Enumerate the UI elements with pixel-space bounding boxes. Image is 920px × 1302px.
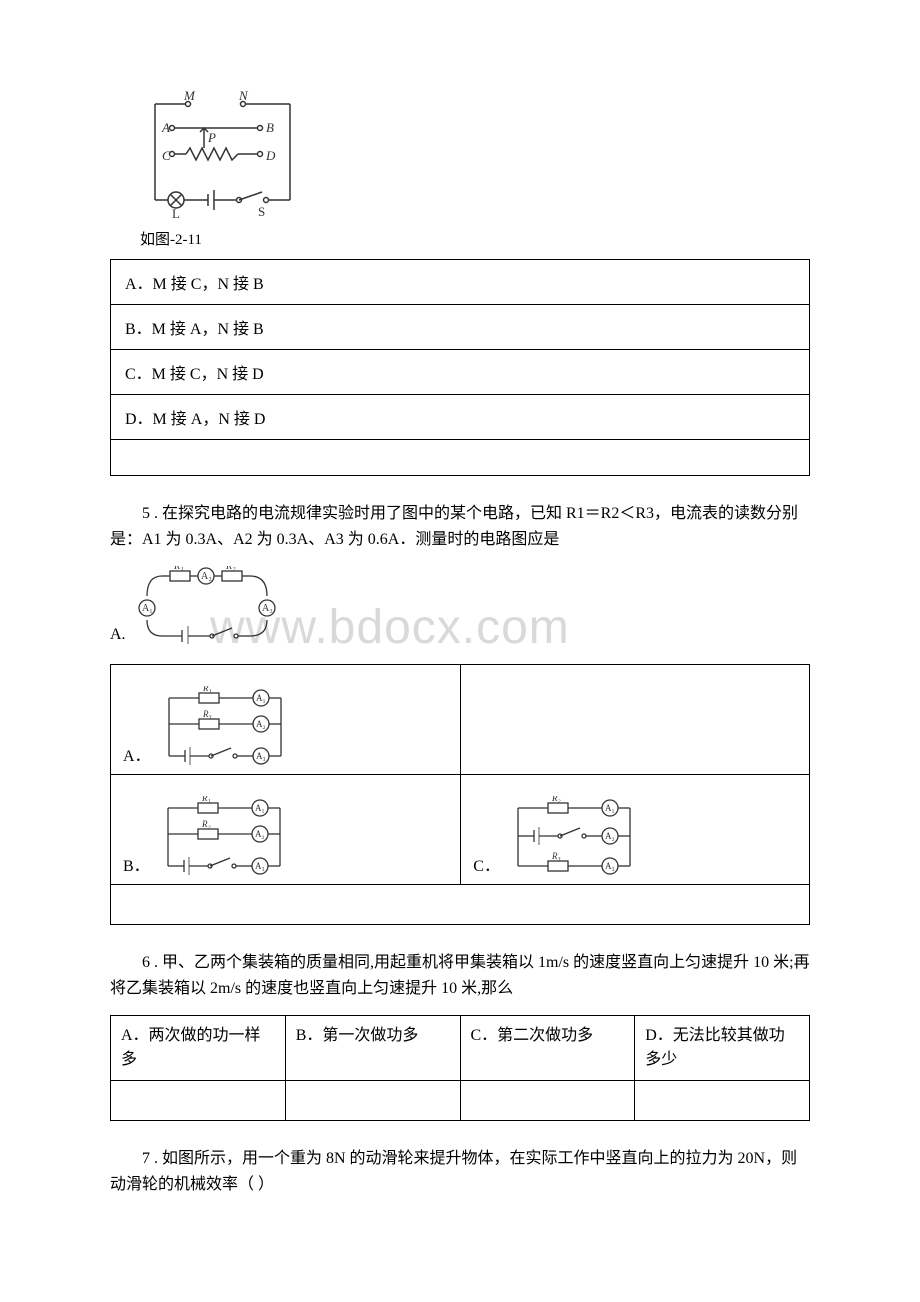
svg-text:L: L [172, 206, 180, 220]
svg-text:R₁: R₁ [201, 796, 211, 803]
q4-blank [111, 440, 810, 476]
q4-caption: 如图-2-11 [140, 228, 810, 249]
q5-option-a-cell: A． R₁ R₃ A₁ A₂ A₃ [111, 665, 461, 775]
svg-text:A₂: A₂ [605, 831, 615, 841]
svg-text:A₁: A₁ [255, 803, 265, 813]
q5-empty-cell [461, 665, 810, 775]
q5-option-b-cell: B． R₁ R₂ A₁ A₂ A₃ [111, 775, 461, 885]
svg-text:A₂: A₂ [255, 829, 265, 839]
q4-option-a: A．M 接 C，N 接 B [111, 260, 810, 305]
q4-option-c: C．M 接 C，N 接 D [111, 350, 810, 395]
q6-option-c: C．第二次做功多 [460, 1016, 635, 1081]
q4-options-table: A．M 接 C，N 接 B B．M 接 A，N 接 B C．M 接 C，N 接 … [110, 259, 810, 476]
svg-text:M: M [183, 90, 196, 103]
q5-option-c-label: C． [473, 852, 500, 876]
svg-text:R₂: R₂ [551, 796, 561, 803]
svg-text:P: P [207, 130, 216, 145]
q6-options-table: A．两次做的功一样多 B．第一次做功多 C．第二次做功多 D．无法比较其做功多少 [110, 1015, 810, 1121]
svg-text:R₁: R₁ [202, 686, 212, 693]
svg-text:S: S [258, 204, 265, 219]
q6-blank-a [111, 1081, 286, 1121]
q5-circuit-a: R₁ R₃ A₁ A₂ A₃ [157, 686, 292, 766]
svg-text:A₃: A₃ [256, 751, 266, 761]
q6-text: 6 . 甲、乙两个集装箱的质量相同,用起重机将甲集装箱以 1m/s 的速度竖直向… [110, 950, 810, 1001]
q5-option-a-label: A． [123, 742, 151, 766]
svg-text:A: A [161, 120, 170, 135]
svg-text:A₁: A₁ [256, 693, 266, 703]
q5-options-table: A． R₁ R₃ A₁ A₂ A₃ [110, 664, 810, 925]
q6-blank-c [460, 1081, 635, 1121]
svg-text:A₃: A₃ [255, 861, 265, 871]
svg-text:A₂: A₂ [201, 571, 212, 582]
q5-first-label: A. [110, 626, 126, 644]
svg-text:R₁: R₁ [173, 566, 184, 572]
svg-text:R₃: R₃ [202, 709, 212, 719]
svg-text:B: B [266, 120, 274, 135]
q5-blank [111, 885, 810, 925]
svg-text:A₁: A₁ [605, 803, 615, 813]
svg-text:D: D [265, 148, 276, 163]
svg-text:A₃: A₃ [262, 603, 273, 614]
q5-circuit-c: R₂ R₃ A₁ A₂ A₃ [506, 796, 641, 876]
q5-option-b-label: B． [123, 852, 150, 876]
svg-text:C: C [162, 148, 171, 163]
q5-first-diagram: A. R₁ [110, 566, 810, 644]
svg-text:A₃: A₃ [605, 861, 615, 871]
svg-text:R₂: R₂ [201, 819, 211, 829]
svg-text:A₂: A₂ [256, 719, 266, 729]
svg-text:A₁: A₁ [142, 603, 153, 614]
q4-option-b: B．M 接 A，N 接 B [111, 305, 810, 350]
q4-circuit: M N A B P C D L S [140, 90, 305, 220]
svg-text:R₃: R₃ [551, 851, 561, 861]
q5-option-c-cell: C． R₂ R₃ A₁ A₂ A₃ [461, 775, 810, 885]
svg-text:N: N [238, 90, 249, 103]
q5-text: 5 . 在探究电路的电流规律实验时用了图中的某个电路，已知 R1＝R2＜R3，电… [110, 501, 810, 552]
q6-option-b: B．第一次做功多 [285, 1016, 460, 1081]
q6-blank-b [285, 1081, 460, 1121]
svg-text:R₂: R₂ [225, 566, 236, 572]
q6-option-d: D．无法比较其做功多少 [635, 1016, 810, 1081]
q7-text: 7 . 如图所示，用一个重为 8N 的动滑轮来提升物体，在实际工作中竖直向上的拉… [110, 1146, 810, 1197]
q6-option-a: A．两次做的功一样多 [111, 1016, 286, 1081]
q6-blank-d [635, 1081, 810, 1121]
q5-circuit-b: R₁ R₂ A₁ A₂ A₃ [156, 796, 291, 876]
q4-option-d: D．M 接 A，N 接 D [111, 395, 810, 440]
